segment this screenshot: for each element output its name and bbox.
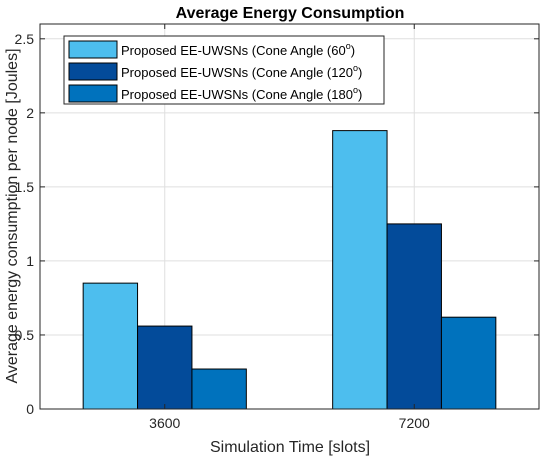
y-tick-label: 1.5 — [15, 179, 35, 195]
legend-entry-name: Proposed EE-UWSNs (Cone Angle (120 — [121, 65, 353, 80]
legend-entry-label: Proposed EE-UWSNs (Cone Angle (120o) — [121, 63, 362, 80]
y-axis-label: Average energy consumption per node [Jou… — [4, 48, 21, 383]
legend-close-paren: ) — [358, 87, 362, 102]
legend: Proposed EE-UWSNs (Cone Angle (60o)Propo… — [63, 35, 385, 105]
bar-3-3600 — [191, 368, 247, 410]
y-tick-label: 1 — [26, 253, 34, 269]
bar-3-7200 — [440, 316, 497, 410]
x-tick-label: 3600 — [149, 415, 180, 431]
legend-superscript: o — [353, 85, 358, 95]
legend-entry-label: Proposed EE-UWSNs (Cone Angle (180o) — [121, 85, 362, 102]
legend-close-paren: ) — [351, 43, 355, 58]
x-tick-label: 7200 — [399, 415, 430, 431]
y-tick-label: 2 — [26, 105, 34, 121]
legend-superscript: o — [346, 41, 351, 51]
chart-title: Average Energy Consumption — [176, 5, 405, 22]
x-axis-label: Simulation Time [slots] — [210, 439, 370, 456]
bar-1-7200 — [332, 130, 388, 410]
legend-entry-name: Proposed EE-UWSNs (Cone Angle (60 — [121, 43, 346, 58]
bar-series — [82, 130, 497, 410]
plot-frame — [39, 23, 540, 410]
legend-swatch — [68, 84, 118, 103]
legend-superscript: o — [353, 63, 358, 73]
legend-entry-label: Proposed EE-UWSNs (Cone Angle (60o) — [121, 41, 355, 58]
axis-ticks: 0 0.5 1 1.5 2 2.5 3600 7200 — [15, 24, 539, 431]
legend-entry-name: Proposed EE-UWSNs (Cone Angle (180 — [121, 87, 353, 102]
bar-2-3600 — [137, 325, 193, 410]
bar-2-7200 — [386, 223, 442, 410]
legend-swatch — [68, 62, 118, 81]
y-tick-label: 0 — [26, 401, 34, 417]
y-tick-label: 0.5 — [15, 327, 35, 343]
legend-close-paren: ) — [358, 65, 362, 80]
y-tick-label: 2.5 — [15, 31, 35, 47]
legend-swatch — [68, 40, 118, 59]
bar-1-3600 — [82, 282, 139, 410]
